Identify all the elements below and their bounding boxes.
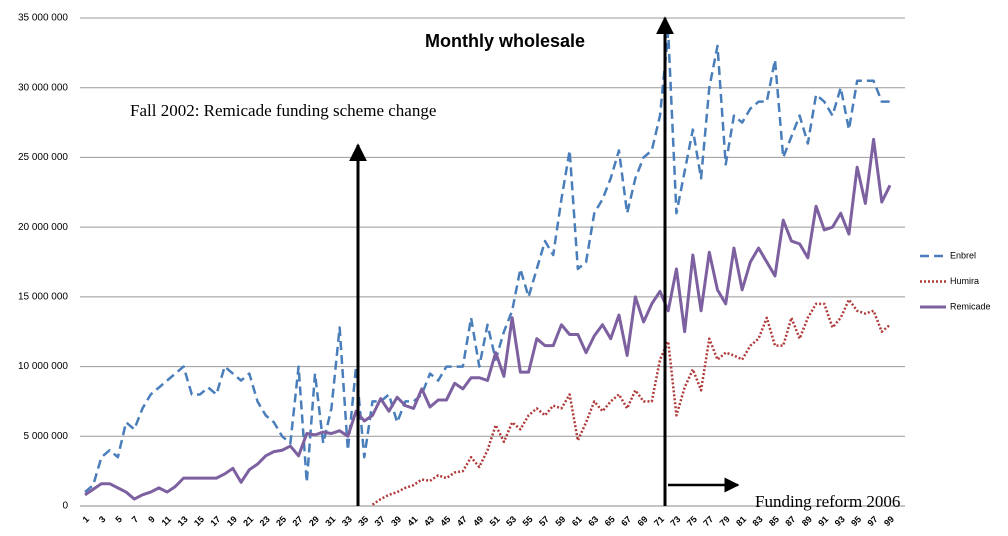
x-tick-label: 69 (636, 514, 650, 528)
lines (84, 30, 892, 506)
x-tick-label: 19 (225, 514, 239, 528)
x-tick-label: 43 (422, 514, 436, 528)
legend-label: Enbrel (950, 250, 976, 260)
chart-title: Monthly wholesale (425, 31, 585, 51)
x-tick-label: 55 (521, 514, 535, 528)
annotation: Funding reform 2006 (755, 492, 900, 511)
x-tick-label: 49 (471, 514, 485, 528)
x-tick-label: 97 (866, 514, 880, 528)
x-tick-label: 29 (307, 514, 321, 528)
x-tick-label: 57 (537, 514, 551, 528)
x-tick-label: 9 (146, 514, 157, 525)
x-tick-label: 23 (258, 514, 272, 528)
x-tick-label: 11 (159, 514, 173, 528)
x-tick-label: 41 (406, 514, 420, 528)
x-tick-label: 33 (340, 514, 354, 528)
x-tick-label: 25 (274, 514, 288, 528)
x-tick-label: 75 (685, 514, 699, 528)
x-tick-label: 51 (488, 514, 502, 528)
x-tick-label: 17 (208, 514, 222, 528)
x-tick-label: 93 (833, 514, 847, 528)
x-tick-label: 83 (751, 514, 765, 528)
legend-label: Humira (950, 276, 979, 286)
x-tick-label: 27 (291, 514, 305, 528)
x-tick-label: 73 (668, 514, 682, 528)
series-line (84, 30, 890, 494)
x-tick-label: 13 (176, 514, 190, 528)
x-tick-label: 81 (734, 514, 748, 528)
x-tick-label: 7 (130, 514, 141, 525)
x-tick-label: 39 (389, 514, 403, 528)
x-tick-label: 35 (356, 514, 370, 528)
x-tick-label: 5 (113, 514, 124, 525)
x-tick-label: 59 (553, 514, 567, 528)
x-tick-label: 85 (767, 514, 781, 528)
x-tick-label: 31 (323, 514, 337, 528)
x-tick-label: 1 (80, 514, 91, 525)
grid (80, 17, 905, 507)
x-tick-label: 3 (97, 514, 108, 525)
x-tick-label: 91 (816, 514, 830, 528)
y-tick-label: 5 000 000 (24, 431, 69, 442)
x-tick-label: 67 (619, 514, 633, 528)
x-tick-label: 71 (652, 514, 666, 528)
y-tick-label: 25 000 000 (18, 152, 68, 163)
y-tick-label: 20 000 000 (18, 222, 68, 233)
x-tick-label: 79 (718, 514, 732, 528)
x-tick-label: 53 (504, 514, 518, 528)
x-tick-label: 99 (882, 514, 896, 528)
annotation: Fall 2002: Remicade funding scheme chang… (130, 101, 436, 120)
series-line (84, 137, 892, 501)
x-tick-label: 37 (373, 514, 387, 528)
y-tick-label: 10 000 000 (18, 361, 68, 372)
legend-label: Remicade (950, 301, 991, 311)
x-tick-label: 21 (241, 514, 255, 528)
x-tick-label: 77 (701, 514, 715, 528)
y-tick-label: 35 000 000 (18, 13, 68, 24)
x-tick-label: 87 (783, 514, 797, 528)
x-tick-label: 15 (192, 514, 206, 528)
x-tick-label: 45 (438, 514, 452, 528)
x-tick-label: 61 (570, 514, 584, 528)
y-tick-label: 15 000 000 (18, 291, 68, 302)
x-tick-label: 47 (455, 514, 469, 528)
x-tick-label: 89 (800, 514, 814, 528)
x-tick-label: 95 (849, 514, 863, 528)
x-tick-label: 63 (586, 514, 600, 528)
y-tick-label: 30 000 000 (18, 82, 68, 93)
x-tick-label: 65 (603, 514, 617, 528)
y-tick-label: 0 (62, 501, 68, 512)
series-line (371, 298, 891, 506)
